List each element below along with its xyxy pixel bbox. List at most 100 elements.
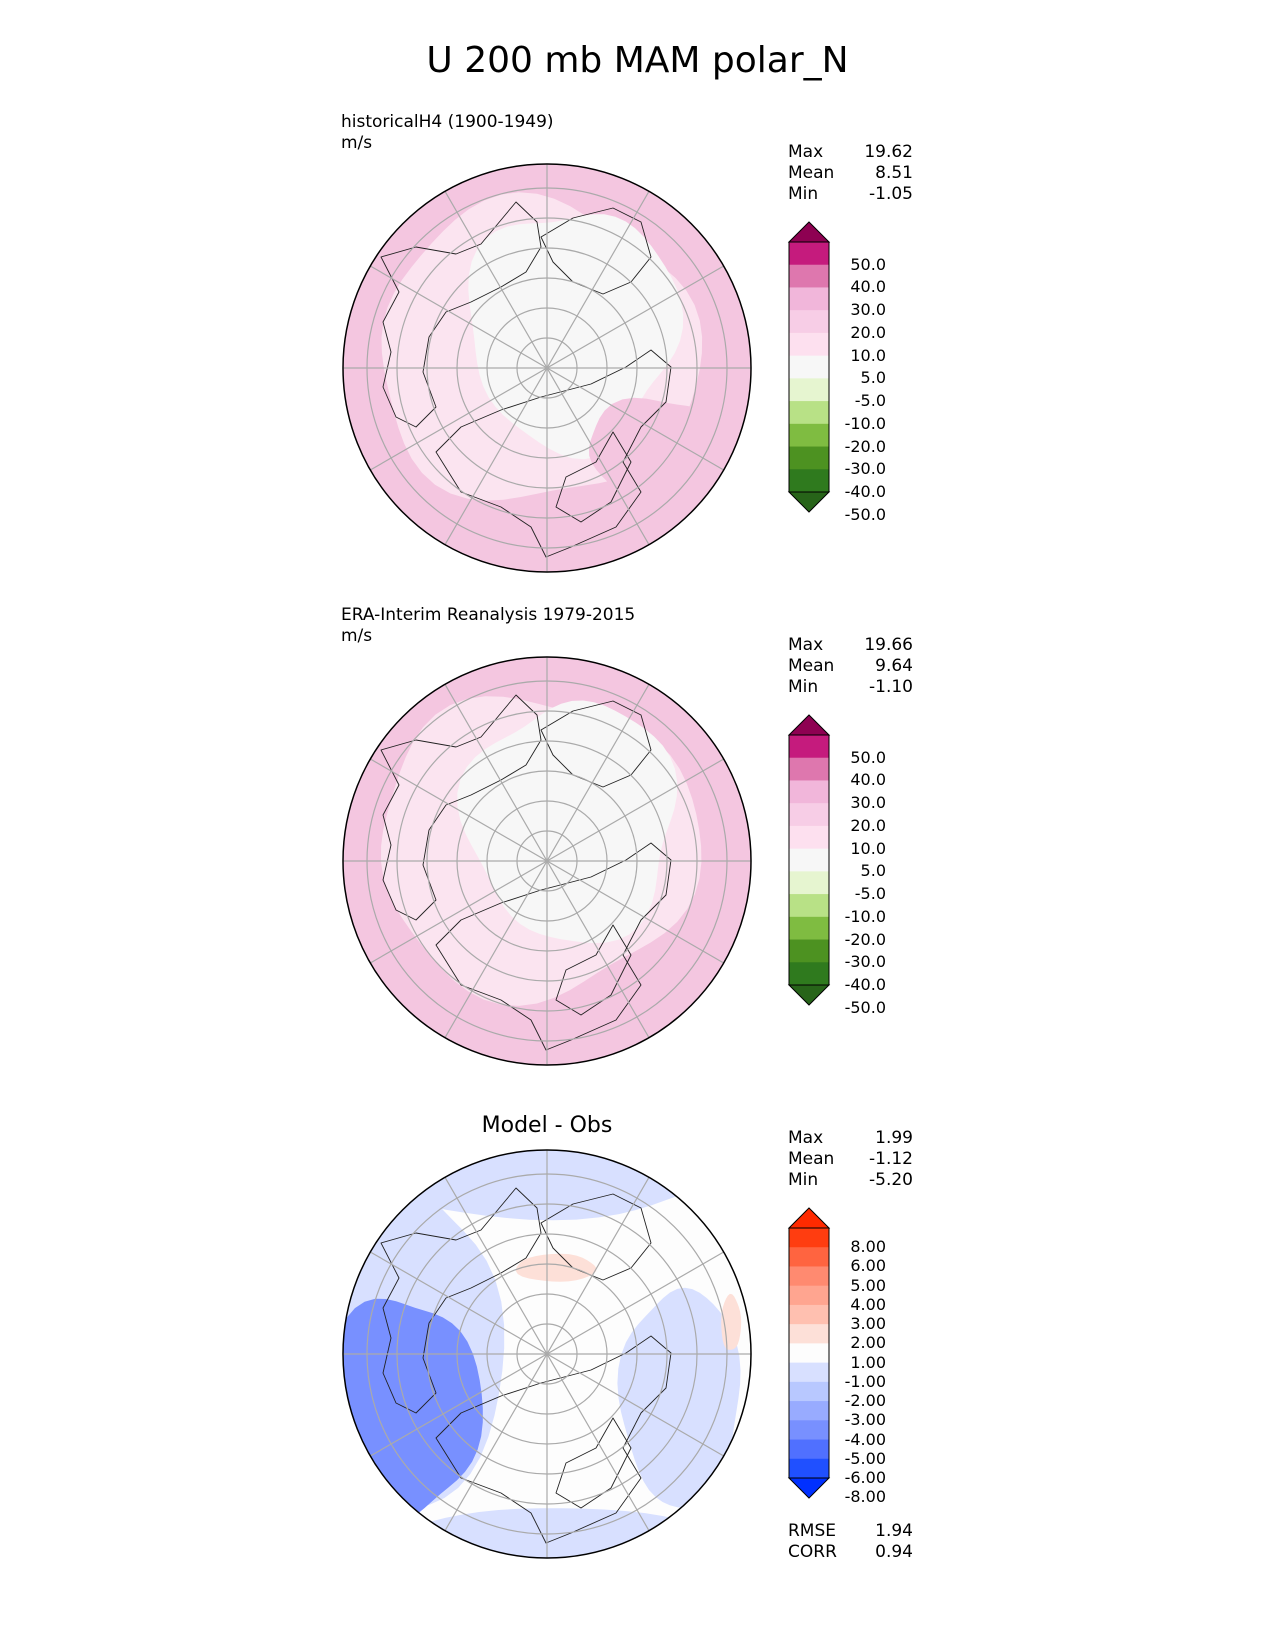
colorbar-tick-label: 20.0: [850, 322, 886, 342]
colorbar-swatch: [789, 264, 829, 288]
colorbar-tick-label: -30.0: [844, 459, 886, 479]
colorbar-2-labels: 50.0 40.0 30.0 20.0 10.0 5.0 -5.0 -10.0 -20.0 -30…: [836, 715, 896, 1017]
coastline: [380, 201, 542, 428]
colorbar-tick-label: 1.00: [850, 1352, 886, 1372]
colorbar-swatch: [789, 1304, 829, 1325]
map-boundary: [342, 163, 752, 573]
colorbar-extend-top: [787, 1207, 831, 1229]
colorbar-extend-top: [787, 714, 831, 736]
colorbar-swatch: [789, 1285, 829, 1306]
colorbar-tick-label: 5.0: [860, 368, 886, 388]
field-negative-right: [617, 1287, 741, 1509]
colorbar-tick-label: -40.0: [844, 975, 886, 994]
meridian-line: [370, 758, 724, 964]
colorbar-tick-label: -10.0: [844, 413, 886, 433]
colorbar-frame: [788, 734, 830, 986]
colorbar-swatch: [789, 332, 829, 357]
panel-3-title: Model - Obs: [481, 1113, 613, 1138]
stat-max: Max 1.99: [788, 1128, 913, 1148]
colorbar-tick-label: -40.0: [844, 482, 886, 501]
colorbar-extend-bottom: [787, 984, 831, 1006]
coastline: [435, 842, 672, 1051]
colorbar-swatch: [789, 1247, 829, 1267]
colorbar-tick-label: 40.0: [850, 277, 886, 297]
coastline: [435, 1335, 672, 1544]
panel-3-bottom-stats: RMSE 1.94 CORR 0.94: [788, 1521, 913, 1563]
colorbar-tick-label: 50.0: [850, 254, 886, 274]
field-negative-bottom: [373, 1508, 715, 1558]
panel-2-title: ERA-Interim Reanalysis 1979-2015: [341, 605, 636, 625]
colorbar-frame: [788, 241, 830, 493]
coastline: [435, 349, 672, 558]
colorbar-swatch: [789, 242, 829, 266]
field-polar-cap: [457, 700, 678, 944]
coastline: [540, 1193, 652, 1281]
panel-1-stats: Max 19.62 Mean 8.51 Min -1.05: [788, 142, 913, 205]
colorbar-tick-label: -8.00: [844, 1487, 886, 1507]
stat-min: Min -5.20: [788, 1170, 913, 1190]
map-boundary: [342, 1149, 752, 1559]
colorbar-tick-label: 40.0: [850, 770, 886, 790]
colorbar-swatch: [789, 780, 829, 804]
colorbar-tick-label: 5.0: [860, 861, 886, 881]
colorbar-tick-label: 10.0: [850, 345, 886, 365]
colorbar-swatch: [789, 1228, 829, 1248]
coastline: [540, 207, 652, 295]
panel-1-title: historicalH4 (1900-1949): [341, 112, 554, 132]
field-positive-patch: [515, 1253, 597, 1282]
colorbar-swatch: [789, 1381, 829, 1402]
meridian-line: [370, 265, 724, 471]
colorbar-tick-label: -30.0: [844, 952, 886, 972]
colorbar-3-labels: 8.00 6.00 5.00 4.00 3.00 2.00 1.00 -1.00 -2.00 -3…: [836, 1208, 896, 1507]
colorbar-swatch: [789, 735, 829, 759]
colorbar-tick-label: -20.0: [844, 929, 886, 949]
colorbar-1-labels: 50.0 40.0 30.0 20.0 10.0 5.0 -5.0 -10.0 -20.0 -30…: [836, 222, 896, 524]
colorbar-tick-label: -5.0: [854, 391, 886, 411]
panel-2-units: m/s: [341, 626, 373, 646]
colorbar-tick-label: -5.0: [854, 884, 886, 904]
stat-max: Max 19.62: [788, 142, 913, 162]
colorbar-swatch: [789, 848, 829, 872]
colorbar-swatch: [789, 1420, 829, 1441]
colorbar-swatch: [789, 423, 829, 448]
coastline: [540, 700, 652, 788]
colorbar-swatch: [789, 1401, 829, 1421]
colorbar-tick-label: 2.00: [850, 1333, 886, 1353]
colorbar-tick-label: 30.0: [850, 793, 886, 813]
map-boundary: [342, 656, 752, 1066]
stat-mean: Mean 8.51: [788, 163, 913, 183]
colorbar-tick-label: 8.00: [850, 1237, 886, 1257]
colorbar-tick-label: -6.00: [844, 1468, 886, 1487]
colorbar-1: [787, 221, 831, 513]
colorbar-swatch: [789, 757, 829, 781]
stat-mean: Mean 9.64: [788, 656, 913, 676]
colorbar-tick-label: -1.00: [844, 1371, 886, 1391]
coastline: [380, 694, 542, 921]
colorbar-tick-label: -20.0: [844, 436, 886, 456]
colorbar-3: [787, 1207, 831, 1499]
stat-rmse: RMSE 1.94: [788, 1521, 913, 1541]
meridian-line: [370, 1251, 724, 1457]
polar-map-2: [342, 656, 752, 1066]
colorbar-tick-label: -3.00: [844, 1410, 886, 1430]
colorbar-tick-label: 6.00: [850, 1256, 886, 1276]
colorbar-tick-label: 10.0: [850, 838, 886, 858]
colorbar-swatch: [789, 469, 829, 493]
stat-min: Min -1.10: [788, 677, 913, 697]
colorbar-tick-label: 50.0: [850, 747, 886, 767]
colorbar-extend-top: [787, 221, 831, 243]
panel-3-stats: Max 1.99 Mean -1.12 Min -5.20: [788, 1128, 913, 1191]
colorbar-swatch: [789, 446, 829, 470]
colorbar-tick-label: 5.00: [850, 1275, 886, 1295]
colorbar-swatch: [789, 287, 829, 311]
colorbar-swatch: [789, 378, 829, 402]
stat-mean: Mean -1.12: [788, 1149, 913, 1169]
colorbar-swatch: [789, 1458, 829, 1479]
colorbar-swatch: [789, 310, 829, 334]
colorbar-swatch: [789, 1343, 829, 1364]
colorbar-swatch: [789, 962, 829, 986]
colorbar-tick-label: -4.00: [844, 1429, 886, 1449]
colorbar-tick-label: -5.00: [844, 1448, 886, 1468]
panel-2-stats: Max 19.66 Mean 9.64 Min -1.10: [788, 635, 913, 698]
colorbar-tick-label: 20.0: [850, 815, 886, 835]
